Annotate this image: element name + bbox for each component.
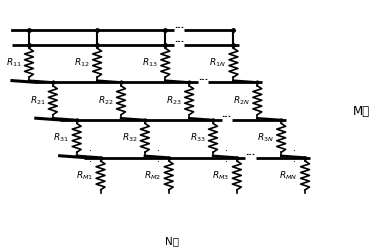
Text: ·
·: · · [225,146,228,167]
Text: $R_{33}$: $R_{33}$ [190,131,206,144]
Text: ...: ... [245,148,256,157]
Text: $R_{32}$: $R_{32}$ [122,131,137,144]
Text: ·
·: · · [89,146,92,167]
Text: $R_{1N}$: $R_{1N}$ [209,57,226,69]
Text: $R_{11}$: $R_{11}$ [6,57,22,69]
Text: $R_{M1}$: $R_{M1}$ [76,169,93,182]
Text: ...: ... [222,110,232,119]
Text: ·
·: · · [293,146,296,167]
Text: ...: ... [198,73,208,82]
Text: N列: N列 [165,236,179,246]
Text: $R_{21}$: $R_{21}$ [29,94,45,107]
Text: $R_{3N}$: $R_{3N}$ [257,131,274,144]
Text: M行: M行 [353,105,370,118]
Text: $R_{23}$: $R_{23}$ [166,94,182,107]
Text: $R_{12}$: $R_{12}$ [74,57,90,69]
Text: $R_{M2}$: $R_{M2}$ [144,169,161,182]
Text: ...: ... [174,35,184,44]
Text: $R_{2N}$: $R_{2N}$ [233,94,250,107]
Text: $R_{31}$: $R_{31}$ [53,131,69,144]
Text: $R_{MN}$: $R_{MN}$ [279,169,297,182]
Text: $R_{M3}$: $R_{M3}$ [212,169,229,182]
Text: ·
·: · · [157,146,160,167]
Text: ...: ... [174,21,184,30]
Text: $R_{22}$: $R_{22}$ [98,94,113,107]
Text: $R_{13}$: $R_{13}$ [142,57,158,69]
